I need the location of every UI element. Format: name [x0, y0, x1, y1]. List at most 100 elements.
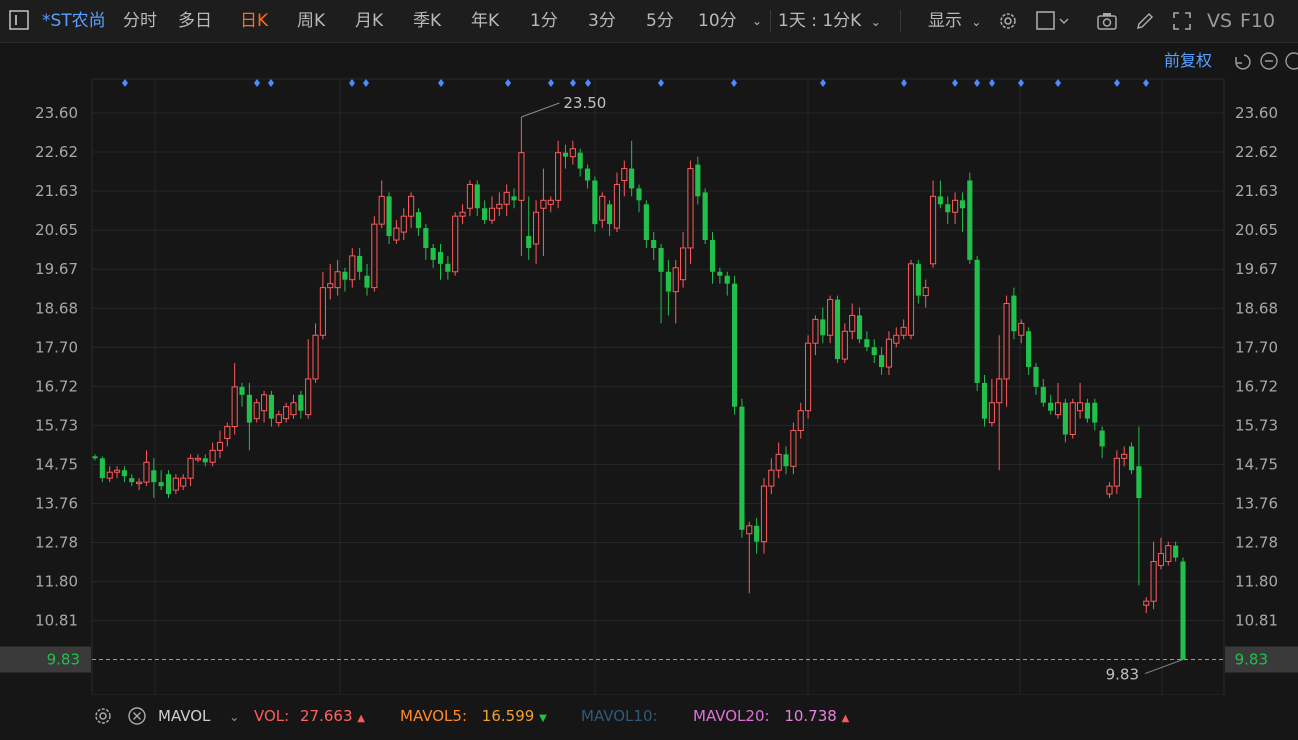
candle-body-down — [562, 152, 569, 157]
settings-gear-icon[interactable] — [92, 705, 114, 727]
candle-body-down — [1084, 402, 1091, 419]
fullscreen-icon[interactable] — [1171, 10, 1193, 32]
event-marker-icon[interactable] — [505, 79, 511, 87]
reset-icon[interactable] — [1235, 54, 1251, 70]
candle-body-up — [1113, 457, 1120, 487]
y-tick-label-right: 17.70 — [1235, 338, 1278, 356]
event-marker-icon[interactable] — [731, 79, 737, 87]
y-tick-label-left: 23.60 — [35, 104, 78, 122]
event-marker-icon[interactable] — [363, 79, 369, 87]
candle-body-up — [400, 215, 407, 233]
y-tick-label-left: 11.80 — [35, 573, 78, 591]
candle-body-down — [871, 347, 877, 356]
candle-body-down — [577, 152, 583, 169]
candle-body-up — [1054, 402, 1062, 416]
y-tick-label-right: 19.67 — [1235, 260, 1278, 278]
vol-label: VOL: — [254, 707, 290, 725]
candle-body-down — [357, 255, 363, 272]
settings-gear-icon[interactable] — [997, 10, 1019, 32]
stock-name[interactable]: *ST农尚 — [42, 11, 106, 31]
tab-5[interactable]: 季K — [413, 11, 442, 31]
candle-body-up — [827, 299, 834, 336]
tab-0[interactable]: 分时 — [123, 11, 157, 31]
display-menu[interactable]: 显示 ⌄ — [928, 0, 981, 42]
event-marker-icon[interactable] — [349, 79, 355, 87]
divider — [900, 10, 901, 32]
candle-body-down — [1128, 446, 1135, 471]
tab-10[interactable]: 10分 — [698, 11, 737, 31]
candle-body-down — [415, 212, 422, 229]
event-marker-icon[interactable] — [268, 79, 274, 87]
event-marker-icon[interactable] — [1055, 79, 1061, 87]
tab-6[interactable]: 年K — [471, 11, 500, 31]
f10-button[interactable]: F10 — [1240, 10, 1276, 32]
kline-chart[interactable]: 23.60 23.60 22.62 22.62 21.63 21.63 20.65 20.65… — [0, 43, 1298, 695]
tab-4[interactable]: 月K — [355, 11, 384, 31]
indicator-select[interactable]: MAVOL ⌄ — [158, 695, 239, 738]
candle-body-up — [275, 414, 282, 424]
candle-body-up — [113, 469, 121, 473]
candle-body-down — [856, 315, 863, 340]
scroll-left-icon[interactable] — [1285, 52, 1298, 70]
candle-body-up — [1077, 402, 1084, 412]
y-tick-label-right: 10.81 — [1235, 612, 1278, 630]
event-marker-icon[interactable] — [570, 79, 576, 87]
adjust-mode-toggle[interactable]: 前复权 — [1164, 51, 1212, 70]
candle-body-down — [1062, 402, 1068, 435]
vs-compare-button[interactable]: VS — [1207, 10, 1233, 32]
candle-body-up — [805, 342, 812, 412]
vol-readout: VOL: 27.663 ▲ — [254, 695, 365, 738]
candle-body-down — [658, 247, 664, 272]
tab-2[interactable]: 日K — [240, 11, 269, 31]
tab-8[interactable]: 3分 — [588, 11, 616, 31]
layout-icon[interactable] — [1036, 10, 1072, 32]
candle-body-up — [496, 203, 503, 209]
draw-pen-icon[interactable] — [1134, 10, 1156, 32]
candle-body-down — [386, 196, 392, 237]
candle-body-up — [988, 402, 995, 424]
tab-7[interactable]: 1分 — [530, 11, 558, 31]
candle-body-up — [180, 477, 187, 487]
event-marker-icon[interactable] — [901, 79, 907, 87]
candle-body-up — [378, 195, 385, 225]
display-label: 显示 — [928, 11, 962, 31]
candle-body-down — [1026, 331, 1032, 368]
more-periods-chevron-icon[interactable]: ⌄ — [752, 14, 763, 28]
event-marker-icon[interactable] — [1143, 79, 1149, 87]
candle-body-up — [533, 211, 540, 245]
event-marker-icon[interactable] — [952, 79, 958, 87]
zoom-out-icon[interactable] — [1260, 52, 1278, 70]
tab-3[interactable]: 周K — [297, 11, 326, 31]
event-marker-icon[interactable] — [122, 79, 128, 87]
candle-body-up — [1121, 453, 1128, 459]
period-select[interactable]: 1天 : 1分K ⌄ — [778, 0, 881, 42]
event-marker-icon[interactable] — [820, 79, 826, 87]
low-price-label: 9.83 — [1106, 666, 1139, 684]
close-icon[interactable] — [126, 705, 148, 727]
camera-icon[interactable] — [1096, 10, 1118, 32]
sidebar-toggle-icon[interactable] — [8, 9, 30, 31]
event-marker-icon[interactable] — [585, 79, 591, 87]
event-marker-icon[interactable] — [1114, 79, 1120, 87]
plot-frame — [91, 78, 1225, 695]
event-marker-icon[interactable] — [254, 79, 260, 87]
candle-body-up — [841, 330, 848, 360]
candle-body-down — [724, 275, 730, 284]
event-marker-icon[interactable] — [548, 79, 554, 87]
candle-body-up — [503, 191, 510, 205]
candle-body-up — [466, 183, 473, 209]
candle-body-down — [268, 394, 275, 419]
y-tick-label-left: 20.65 — [35, 221, 78, 239]
tab-9[interactable]: 5分 — [646, 11, 674, 31]
candle-body-up — [106, 471, 113, 479]
event-marker-icon[interactable] — [1018, 79, 1024, 87]
event-marker-icon[interactable] — [658, 79, 664, 87]
event-marker-icon[interactable] — [974, 79, 980, 87]
mavol5-readout: MAVOL5: 16.599 ▼ — [400, 695, 547, 738]
candle-body-down — [967, 180, 973, 260]
event-marker-icon[interactable] — [438, 79, 444, 87]
chart-background — [0, 43, 1298, 695]
tab-1[interactable]: 多日 — [178, 11, 212, 31]
y-tick-label-right: 21.63 — [1235, 182, 1278, 200]
event-marker-icon[interactable] — [989, 79, 995, 87]
